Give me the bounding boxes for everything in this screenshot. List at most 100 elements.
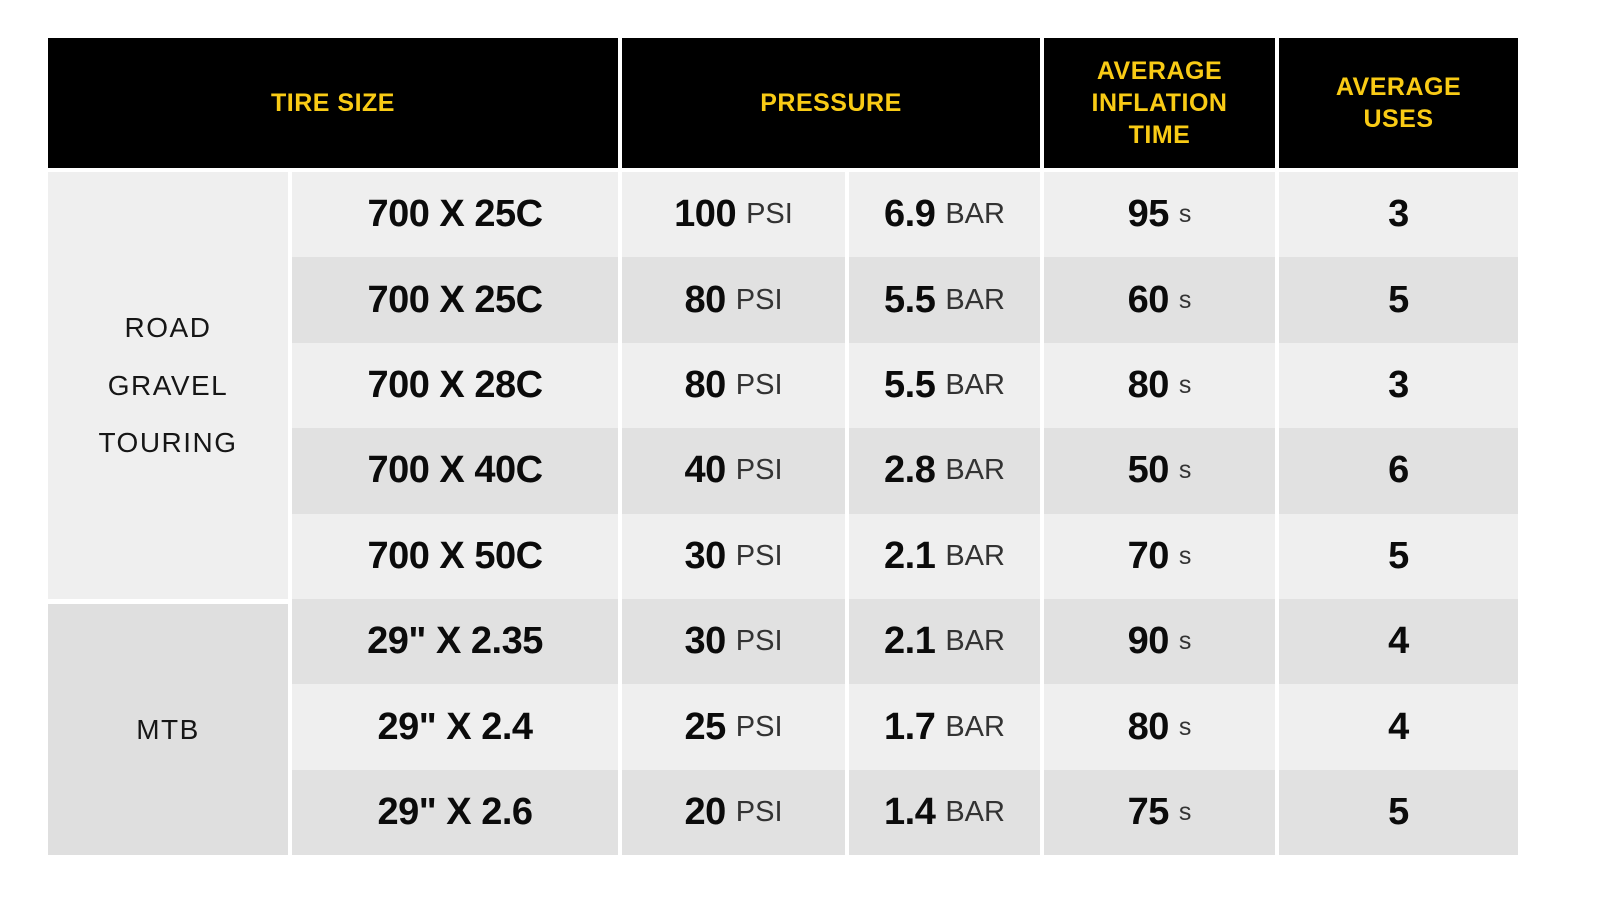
time-unit: s	[1178, 797, 1192, 826]
psi-value: 20	[684, 790, 726, 833]
header-average-inflation-time: AVERAGE INFLATION TIME	[1044, 38, 1275, 168]
inflation-time-cell: 80 s	[1044, 342, 1275, 429]
inflation-time-cell: 70 s	[1044, 513, 1275, 599]
bar-unit: BAR	[945, 795, 1005, 828]
uses-cell: 3	[1279, 342, 1518, 429]
time-unit: s	[1178, 200, 1192, 229]
bar-unit: BAR	[945, 625, 1005, 658]
time-value: 80	[1127, 705, 1170, 748]
tire-size-value: 700 X 50C	[367, 534, 543, 577]
uses-cell: 3	[1279, 172, 1518, 258]
uses-value: 5	[1388, 534, 1409, 577]
bar-unit: BAR	[945, 539, 1005, 572]
inflation-time-cell: 50 s	[1044, 428, 1275, 514]
group-label-road-gravel-touring: ROAD GRAVEL TOURING	[48, 172, 288, 599]
tire-size-value: 29" X 2.6	[377, 790, 533, 833]
pressure-bar-cell: 1.7 BAR	[849, 684, 1040, 770]
pressure-bar-cell: 2.8 BAR	[849, 428, 1040, 514]
tire-size-cell: 29" X 2.4	[292, 684, 618, 770]
time-unit: s	[1178, 627, 1192, 656]
psi-unit: PSI	[735, 454, 783, 487]
header-average-uses: AVERAGE USES	[1279, 38, 1518, 168]
header-pressure: PRESSURE	[622, 38, 1040, 168]
tire-size-value: 29" X 2.35	[367, 620, 543, 663]
time-value: 75	[1127, 790, 1170, 833]
bar-value: 2.8	[884, 449, 936, 492]
uses-value: 5	[1388, 278, 1409, 321]
bar-unit: BAR	[945, 198, 1005, 231]
time-unit: s	[1178, 541, 1192, 570]
uses-cell: 4	[1279, 598, 1518, 685]
bar-unit: BAR	[945, 368, 1005, 401]
tire-size-cell: 29" X 2.6	[292, 769, 618, 856]
psi-value: 80	[684, 278, 726, 321]
uses-value: 5	[1388, 790, 1409, 833]
time-value: 80	[1127, 363, 1170, 406]
tire-size-value: 700 X 40C	[367, 449, 543, 492]
pressure-bar-cell: 5.5 BAR	[849, 257, 1040, 343]
tire-size-value: 29" X 2.4	[377, 705, 533, 748]
tire-size-cell: 700 X 40C	[292, 428, 618, 514]
uses-value: 3	[1388, 363, 1409, 406]
group-line-gravel: GRAVEL	[107, 369, 229, 401]
psi-value: 80	[684, 363, 726, 406]
time-value: 95	[1127, 193, 1170, 236]
psi-value: 30	[684, 534, 726, 577]
uses-cell: 4	[1279, 684, 1518, 770]
psi-unit: PSI	[735, 625, 783, 658]
bar-value: 5.5	[884, 278, 936, 321]
time-unit: s	[1178, 285, 1192, 314]
inflation-time-cell: 90 s	[1044, 598, 1275, 685]
pressure-bar-cell: 6.9 BAR	[849, 172, 1040, 258]
bar-value: 1.7	[884, 705, 936, 748]
pressure-bar-cell: 2.1 BAR	[849, 513, 1040, 599]
psi-unit: PSI	[735, 539, 783, 572]
psi-unit: PSI	[735, 710, 783, 743]
header-tire-size: TIRE SIZE	[48, 38, 618, 168]
tire-size-value: 700 X 28C	[367, 363, 543, 406]
time-value: 60	[1127, 278, 1170, 321]
tire-size-cell: 29" X 2.35	[292, 598, 618, 685]
group-label-mtb: MTB	[48, 603, 288, 856]
group-line-road: ROAD	[124, 312, 212, 344]
group-line-touring: TOURING	[98, 427, 238, 459]
time-value: 70	[1127, 534, 1170, 577]
tire-size-cell: 700 X 28C	[292, 342, 618, 429]
time-unit: s	[1178, 456, 1192, 485]
tire-size-cell: 700 X 25C	[292, 257, 618, 343]
uses-value: 6	[1388, 449, 1409, 492]
bar-value: 2.1	[884, 620, 936, 663]
bar-value: 2.1	[884, 534, 936, 577]
bar-unit: BAR	[945, 283, 1005, 316]
bar-value: 6.9	[884, 193, 936, 236]
bar-unit: BAR	[945, 454, 1005, 487]
tire-size-value: 700 X 25C	[367, 278, 543, 321]
bar-value: 1.4	[884, 790, 936, 833]
uses-value: 4	[1388, 705, 1409, 748]
uses-cell: 5	[1279, 769, 1518, 856]
time-unit: s	[1178, 712, 1192, 741]
pressure-psi-cell: 100 PSI	[622, 172, 845, 258]
psi-value: 30	[684, 620, 726, 663]
psi-value: 40	[684, 449, 726, 492]
bar-unit: BAR	[945, 710, 1005, 743]
pressure-bar-cell: 5.5 BAR	[849, 342, 1040, 429]
psi-unit: PSI	[735, 283, 783, 316]
psi-unit: PSI	[746, 198, 793, 231]
pressure-bar-cell: 1.4 BAR	[849, 769, 1040, 856]
bar-value: 5.5	[884, 363, 936, 406]
inflation-time-cell: 60 s	[1044, 257, 1275, 343]
psi-unit: PSI	[735, 795, 783, 828]
pressure-psi-cell: 25 PSI	[622, 684, 845, 770]
inflation-time-cell: 75 s	[1044, 769, 1275, 856]
uses-cell: 6	[1279, 428, 1518, 514]
pressure-psi-cell: 40 PSI	[622, 428, 845, 514]
uses-cell: 5	[1279, 513, 1518, 599]
uses-value: 4	[1388, 620, 1409, 663]
pressure-bar-cell: 2.1 BAR	[849, 598, 1040, 685]
tire-size-cell: 700 X 25C	[292, 172, 618, 258]
time-unit: s	[1178, 370, 1192, 399]
pressure-psi-cell: 30 PSI	[622, 598, 845, 685]
tire-size-cell: 700 X 50C	[292, 513, 618, 599]
psi-value: 25	[684, 705, 726, 748]
